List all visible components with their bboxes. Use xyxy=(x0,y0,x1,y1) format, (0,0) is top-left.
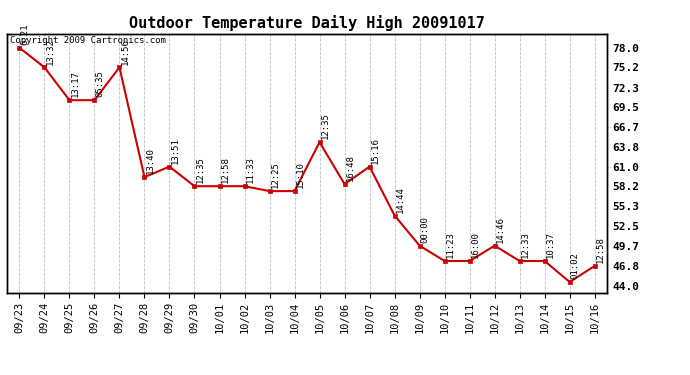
Text: 14:56: 14:56 xyxy=(121,38,130,64)
Text: 16:00: 16:00 xyxy=(471,231,480,258)
Text: 11:33: 11:33 xyxy=(246,156,255,183)
Text: Copyright 2009 Cartronics.com: Copyright 2009 Cartronics.com xyxy=(10,36,166,45)
Text: 12:58: 12:58 xyxy=(595,236,604,263)
Text: 15:10: 15:10 xyxy=(295,162,304,188)
Text: 12:58: 12:58 xyxy=(221,156,230,183)
Text: 13:40: 13:40 xyxy=(146,147,155,174)
Text: 14:46: 14:46 xyxy=(495,216,504,243)
Text: 6:21: 6:21 xyxy=(21,24,30,45)
Text: 01:02: 01:02 xyxy=(571,252,580,279)
Title: Outdoor Temperature Daily High 20091017: Outdoor Temperature Daily High 20091017 xyxy=(129,15,485,31)
Text: 15:16: 15:16 xyxy=(371,137,380,164)
Text: 12:35: 12:35 xyxy=(321,112,330,140)
Text: 13:32: 13:32 xyxy=(46,38,55,64)
Text: 13:17: 13:17 xyxy=(70,70,79,98)
Text: 12:25: 12:25 xyxy=(270,162,279,188)
Text: 05:35: 05:35 xyxy=(95,70,104,98)
Text: 16:48: 16:48 xyxy=(346,154,355,182)
Text: 13:51: 13:51 xyxy=(170,137,179,164)
Text: 00:00: 00:00 xyxy=(421,216,430,243)
Text: 10:37: 10:37 xyxy=(546,231,555,258)
Text: 11:23: 11:23 xyxy=(446,231,455,258)
Text: 12:33: 12:33 xyxy=(521,231,530,258)
Text: 14:44: 14:44 xyxy=(395,186,404,213)
Text: 12:35: 12:35 xyxy=(195,156,204,183)
